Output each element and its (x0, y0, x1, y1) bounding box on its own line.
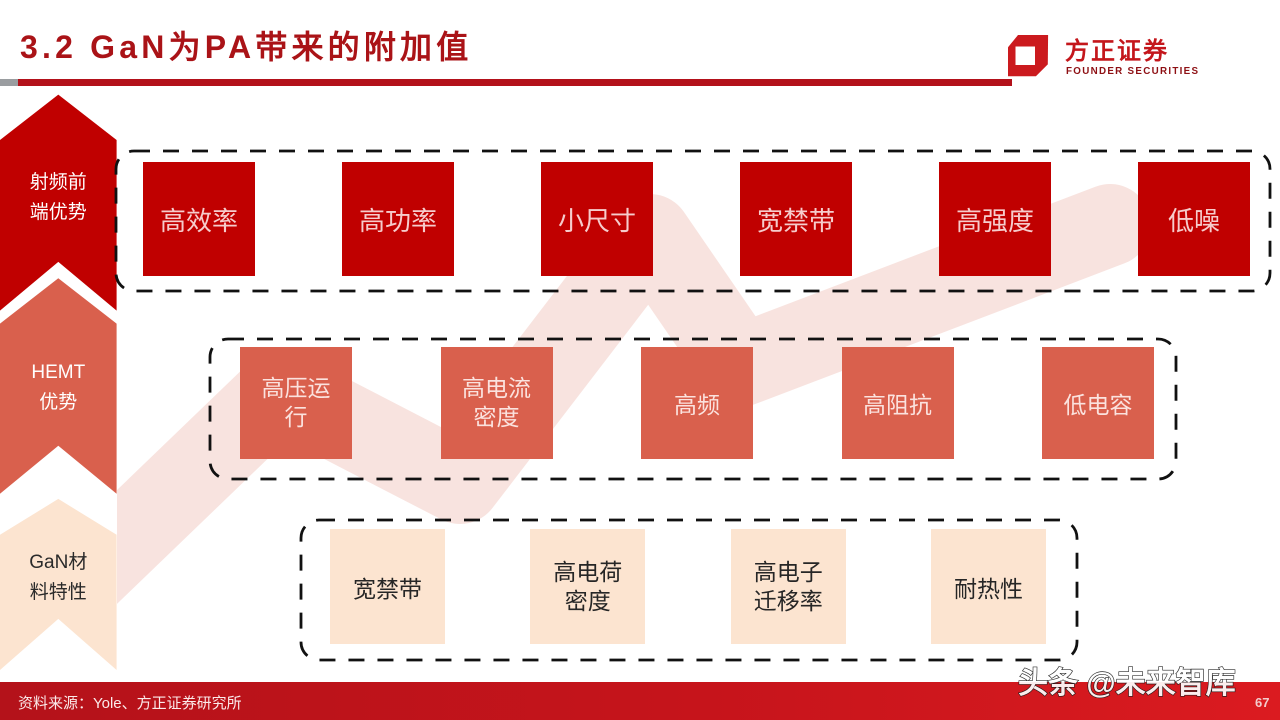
svg-text:头条 @未来智库: 头条 @未来智库 (1018, 667, 1236, 700)
